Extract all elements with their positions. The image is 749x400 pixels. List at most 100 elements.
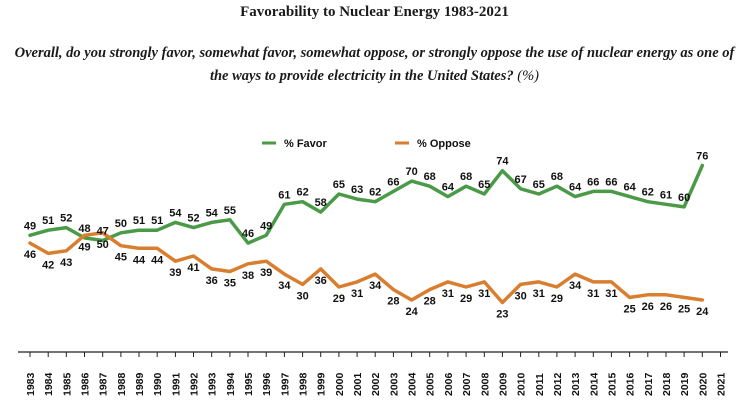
x-tick-label: 1985 [61, 372, 73, 396]
x-tick-label: 2015 [606, 372, 618, 396]
x-tick-label: 2006 [443, 372, 455, 396]
x-tick-label: 1990 [152, 372, 164, 396]
data-label-oppose: 34 [569, 280, 582, 292]
x-tick-label: 2010 [516, 372, 528, 396]
data-label-favor: 54 [169, 207, 182, 219]
x-tick-label: 2018 [661, 372, 673, 396]
data-label-favor: 68 [551, 171, 563, 183]
x-tick-label: 2012 [552, 372, 564, 396]
data-label-oppose: 34 [369, 280, 382, 292]
data-label-oppose: 39 [169, 267, 181, 279]
x-tick-label: 1988 [116, 372, 128, 396]
x-tick-label: 1983 [25, 372, 37, 396]
x-tick-label: 2021 [716, 372, 728, 396]
data-label-oppose: 35 [224, 278, 236, 290]
data-label-favor: 61 [278, 189, 290, 201]
data-label-favor: 65 [478, 179, 490, 191]
x-tick-label: 2014 [588, 372, 600, 396]
data-label-favor: 74 [496, 156, 509, 168]
data-label-oppose: 31 [587, 288, 599, 300]
x-tick-label: 1989 [134, 372, 146, 396]
data-label-oppose: 24 [405, 306, 418, 318]
legend-label-oppose: % Oppose [417, 138, 471, 150]
data-label-oppose: 44 [151, 254, 164, 266]
series-line-oppose [28, 231, 705, 305]
data-label-favor: 49 [24, 220, 36, 232]
x-tick-label: 1987 [98, 372, 110, 396]
data-label-favor: 63 [351, 184, 363, 196]
data-label-favor: 48 [78, 223, 90, 235]
x-tick-label: 2020 [697, 372, 709, 396]
data-label-favor: 67 [514, 174, 526, 186]
data-label-favor: 65 [333, 179, 345, 191]
data-label-oppose: 45 [115, 252, 127, 264]
data-label-oppose: 24 [696, 306, 709, 318]
data-label-favor: 62 [642, 187, 654, 199]
data-label-favor: 50 [115, 218, 127, 230]
data-label-favor: 76 [696, 151, 708, 163]
chart-subtitle: Overall, do you strongly favor, somewhat… [10, 42, 739, 88]
x-tick-label: 2017 [643, 372, 655, 396]
data-label-favor: 62 [369, 187, 381, 199]
data-label-oppose: 31 [351, 288, 363, 300]
legend-label-favor: % Favor [284, 138, 328, 150]
x-tick-label: 1993 [207, 372, 219, 396]
data-label-favor: 64 [623, 182, 636, 194]
data-label-favor: 52 [60, 213, 72, 225]
data-label-favor: 47 [97, 226, 109, 238]
data-label-favor: 46 [242, 228, 254, 240]
x-tick-label: 1986 [80, 372, 92, 396]
x-tick-label: 2009 [497, 372, 509, 396]
data-label-favor: 70 [405, 166, 417, 178]
x-tick-label: 2008 [479, 372, 491, 396]
data-label-oppose: 41 [187, 262, 199, 274]
data-label-oppose: 30 [514, 290, 526, 302]
data-label-favor: 64 [569, 182, 582, 194]
data-label-oppose: 25 [678, 303, 690, 315]
series-line-favor [28, 163, 705, 245]
data-label-oppose: 30 [296, 290, 308, 302]
x-tick-label: 1994 [225, 372, 237, 396]
data-label-oppose: 38 [242, 270, 254, 282]
data-label-favor: 65 [533, 179, 545, 191]
data-label-favor: 66 [605, 176, 617, 188]
data-label-favor: 54 [206, 207, 219, 219]
x-tick-label: 1984 [43, 372, 55, 396]
chart-title: Favorability to Nuclear Energy 1983-2021 [240, 4, 509, 20]
data-label-oppose: 29 [460, 293, 472, 305]
data-label-oppose: 36 [315, 275, 327, 287]
data-label-oppose: 34 [278, 280, 291, 292]
data-label-favor: 49 [260, 220, 272, 232]
x-tick-label: 1999 [316, 372, 328, 396]
data-label-oppose: 28 [424, 296, 436, 308]
data-label-oppose: 42 [42, 259, 54, 271]
data-label-favor: 55 [224, 205, 236, 217]
x-tick-label: 1996 [261, 372, 273, 396]
x-tick-label: 2011 [534, 373, 546, 396]
x-tick-label: 2016 [625, 372, 637, 396]
x-tick-label: 2000 [334, 372, 346, 396]
data-label-oppose: 31 [605, 288, 617, 300]
data-label-oppose: 50 [97, 239, 109, 251]
x-tick-label: 1997 [279, 372, 291, 396]
data-label-oppose: 46 [24, 249, 36, 261]
chart-subtitle-text: Overall, do you strongly favor, somewhat… [14, 45, 735, 84]
x-tick-label: 2005 [425, 372, 437, 396]
data-label-oppose: 44 [133, 254, 146, 266]
data-label-oppose: 49 [78, 241, 90, 253]
data-label-oppose: 31 [442, 288, 454, 300]
x-tick-label: 2013 [570, 372, 582, 396]
data-label-favor: 62 [296, 187, 308, 199]
data-label-oppose: 29 [333, 293, 345, 305]
data-label-oppose: 25 [623, 303, 635, 315]
data-label-oppose: 29 [551, 293, 563, 305]
data-label-favor: 60 [678, 192, 690, 204]
data-label-oppose: 31 [478, 288, 490, 300]
x-tick-label: 2019 [679, 372, 691, 396]
data-label-favor: 68 [460, 171, 472, 183]
x-tick-label: 1991 [170, 372, 182, 396]
x-tick-label: 2002 [370, 372, 382, 396]
data-label-favor: 66 [387, 176, 399, 188]
data-label-favor: 61 [660, 189, 672, 201]
